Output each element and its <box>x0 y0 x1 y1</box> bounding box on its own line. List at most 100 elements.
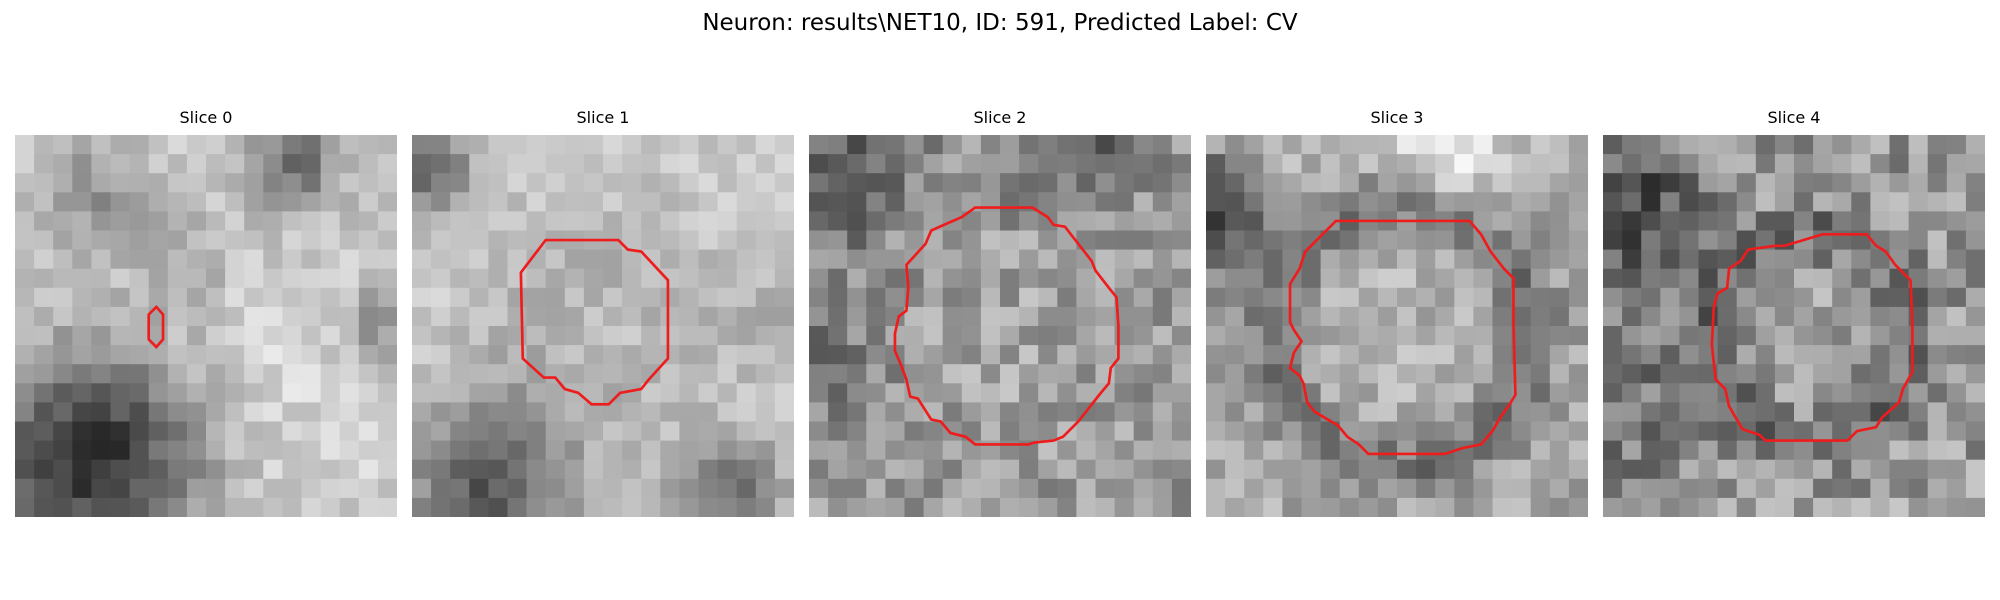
pixel <box>72 459 92 480</box>
pixel <box>450 364 470 384</box>
pixel <box>961 230 982 250</box>
pixel <box>1511 287 1532 308</box>
pixel <box>1358 249 1379 270</box>
pixel <box>1965 192 1985 212</box>
pixel <box>1492 421 1512 441</box>
pixel <box>1870 440 1890 461</box>
pixel <box>1755 249 1776 270</box>
pixel <box>1114 364 1135 384</box>
pixel <box>225 192 245 212</box>
pixel <box>469 192 489 212</box>
pixel <box>206 459 226 480</box>
pixel <box>1358 268 1379 289</box>
pixel <box>1416 383 1436 403</box>
pixel <box>1339 230 1360 250</box>
pixel <box>167 383 188 403</box>
pixel <box>1927 364 1948 384</box>
pixel <box>1019 268 1039 289</box>
pixel <box>1660 402 1680 422</box>
pixel <box>698 326 718 346</box>
pixel <box>225 497 245 517</box>
pixel <box>1813 192 1833 212</box>
pixel <box>1794 306 1814 327</box>
pixel <box>1282 402 1302 422</box>
pixel <box>1133 173 1154 193</box>
pixel <box>679 478 699 499</box>
pixel <box>320 173 341 193</box>
pixel <box>148 459 169 480</box>
pixel <box>186 268 207 289</box>
pixel <box>1492 192 1512 212</box>
pixel <box>603 497 623 517</box>
pixel <box>15 402 35 422</box>
pixel <box>34 364 54 384</box>
pixel <box>1641 497 1661 517</box>
pixel <box>450 268 470 289</box>
pixel <box>583 345 604 365</box>
pixel <box>339 249 360 270</box>
pixel <box>1889 287 1909 308</box>
pixel <box>526 211 547 231</box>
pixel <box>1736 383 1757 403</box>
pixel <box>167 421 188 441</box>
pixel <box>72 154 92 174</box>
pixel <box>1641 230 1661 250</box>
pixel <box>358 459 379 480</box>
pixel <box>847 230 867 250</box>
pixel <box>282 345 302 365</box>
pixel <box>1133 192 1154 212</box>
pixel <box>1832 287 1852 308</box>
pixel <box>1870 154 1890 174</box>
pixel <box>412 459 432 480</box>
pixel <box>1603 135 1623 155</box>
pixel <box>431 154 451 174</box>
pixel <box>1473 287 1493 308</box>
pixel <box>774 306 794 327</box>
pixel <box>828 421 848 441</box>
pixel <box>583 306 604 327</box>
pixel <box>431 364 451 384</box>
pixel <box>885 402 905 422</box>
pixel <box>72 268 92 289</box>
pixel <box>15 211 35 231</box>
pixel <box>186 249 207 270</box>
pixel <box>736 249 757 270</box>
pixel <box>1755 402 1776 422</box>
pixel <box>603 383 623 403</box>
pixel <box>1755 135 1776 155</box>
pixel <box>1946 383 1967 403</box>
pixel <box>301 402 321 422</box>
pixel <box>377 459 397 480</box>
pixel <box>1568 154 1588 174</box>
pixel <box>412 478 432 499</box>
pixel <box>488 345 508 365</box>
pixel <box>1320 326 1341 346</box>
pixel <box>339 211 360 231</box>
pixel <box>412 421 432 441</box>
pixel <box>507 192 527 212</box>
pixel <box>1435 364 1455 384</box>
pixel <box>488 402 508 422</box>
pixel <box>72 249 92 270</box>
pixel <box>72 383 92 403</box>
pixel <box>904 478 924 499</box>
pixel <box>1679 306 1699 327</box>
pixel <box>603 459 623 480</box>
pixel <box>431 421 451 441</box>
pixel <box>828 497 848 517</box>
pixel <box>488 230 508 250</box>
slice-title: Slice 1 <box>576 108 630 127</box>
pixel <box>545 440 566 461</box>
pixel <box>1301 497 1321 517</box>
pixel <box>583 402 604 422</box>
pixel <box>1133 211 1154 231</box>
pixel <box>53 249 73 270</box>
pixel <box>942 173 963 193</box>
pixel <box>1133 287 1154 308</box>
pixel <box>358 383 379 403</box>
pixel <box>225 440 245 461</box>
pixel <box>828 192 848 212</box>
pixel <box>980 249 1001 270</box>
pixel <box>1171 135 1191 155</box>
pixel <box>660 230 680 250</box>
